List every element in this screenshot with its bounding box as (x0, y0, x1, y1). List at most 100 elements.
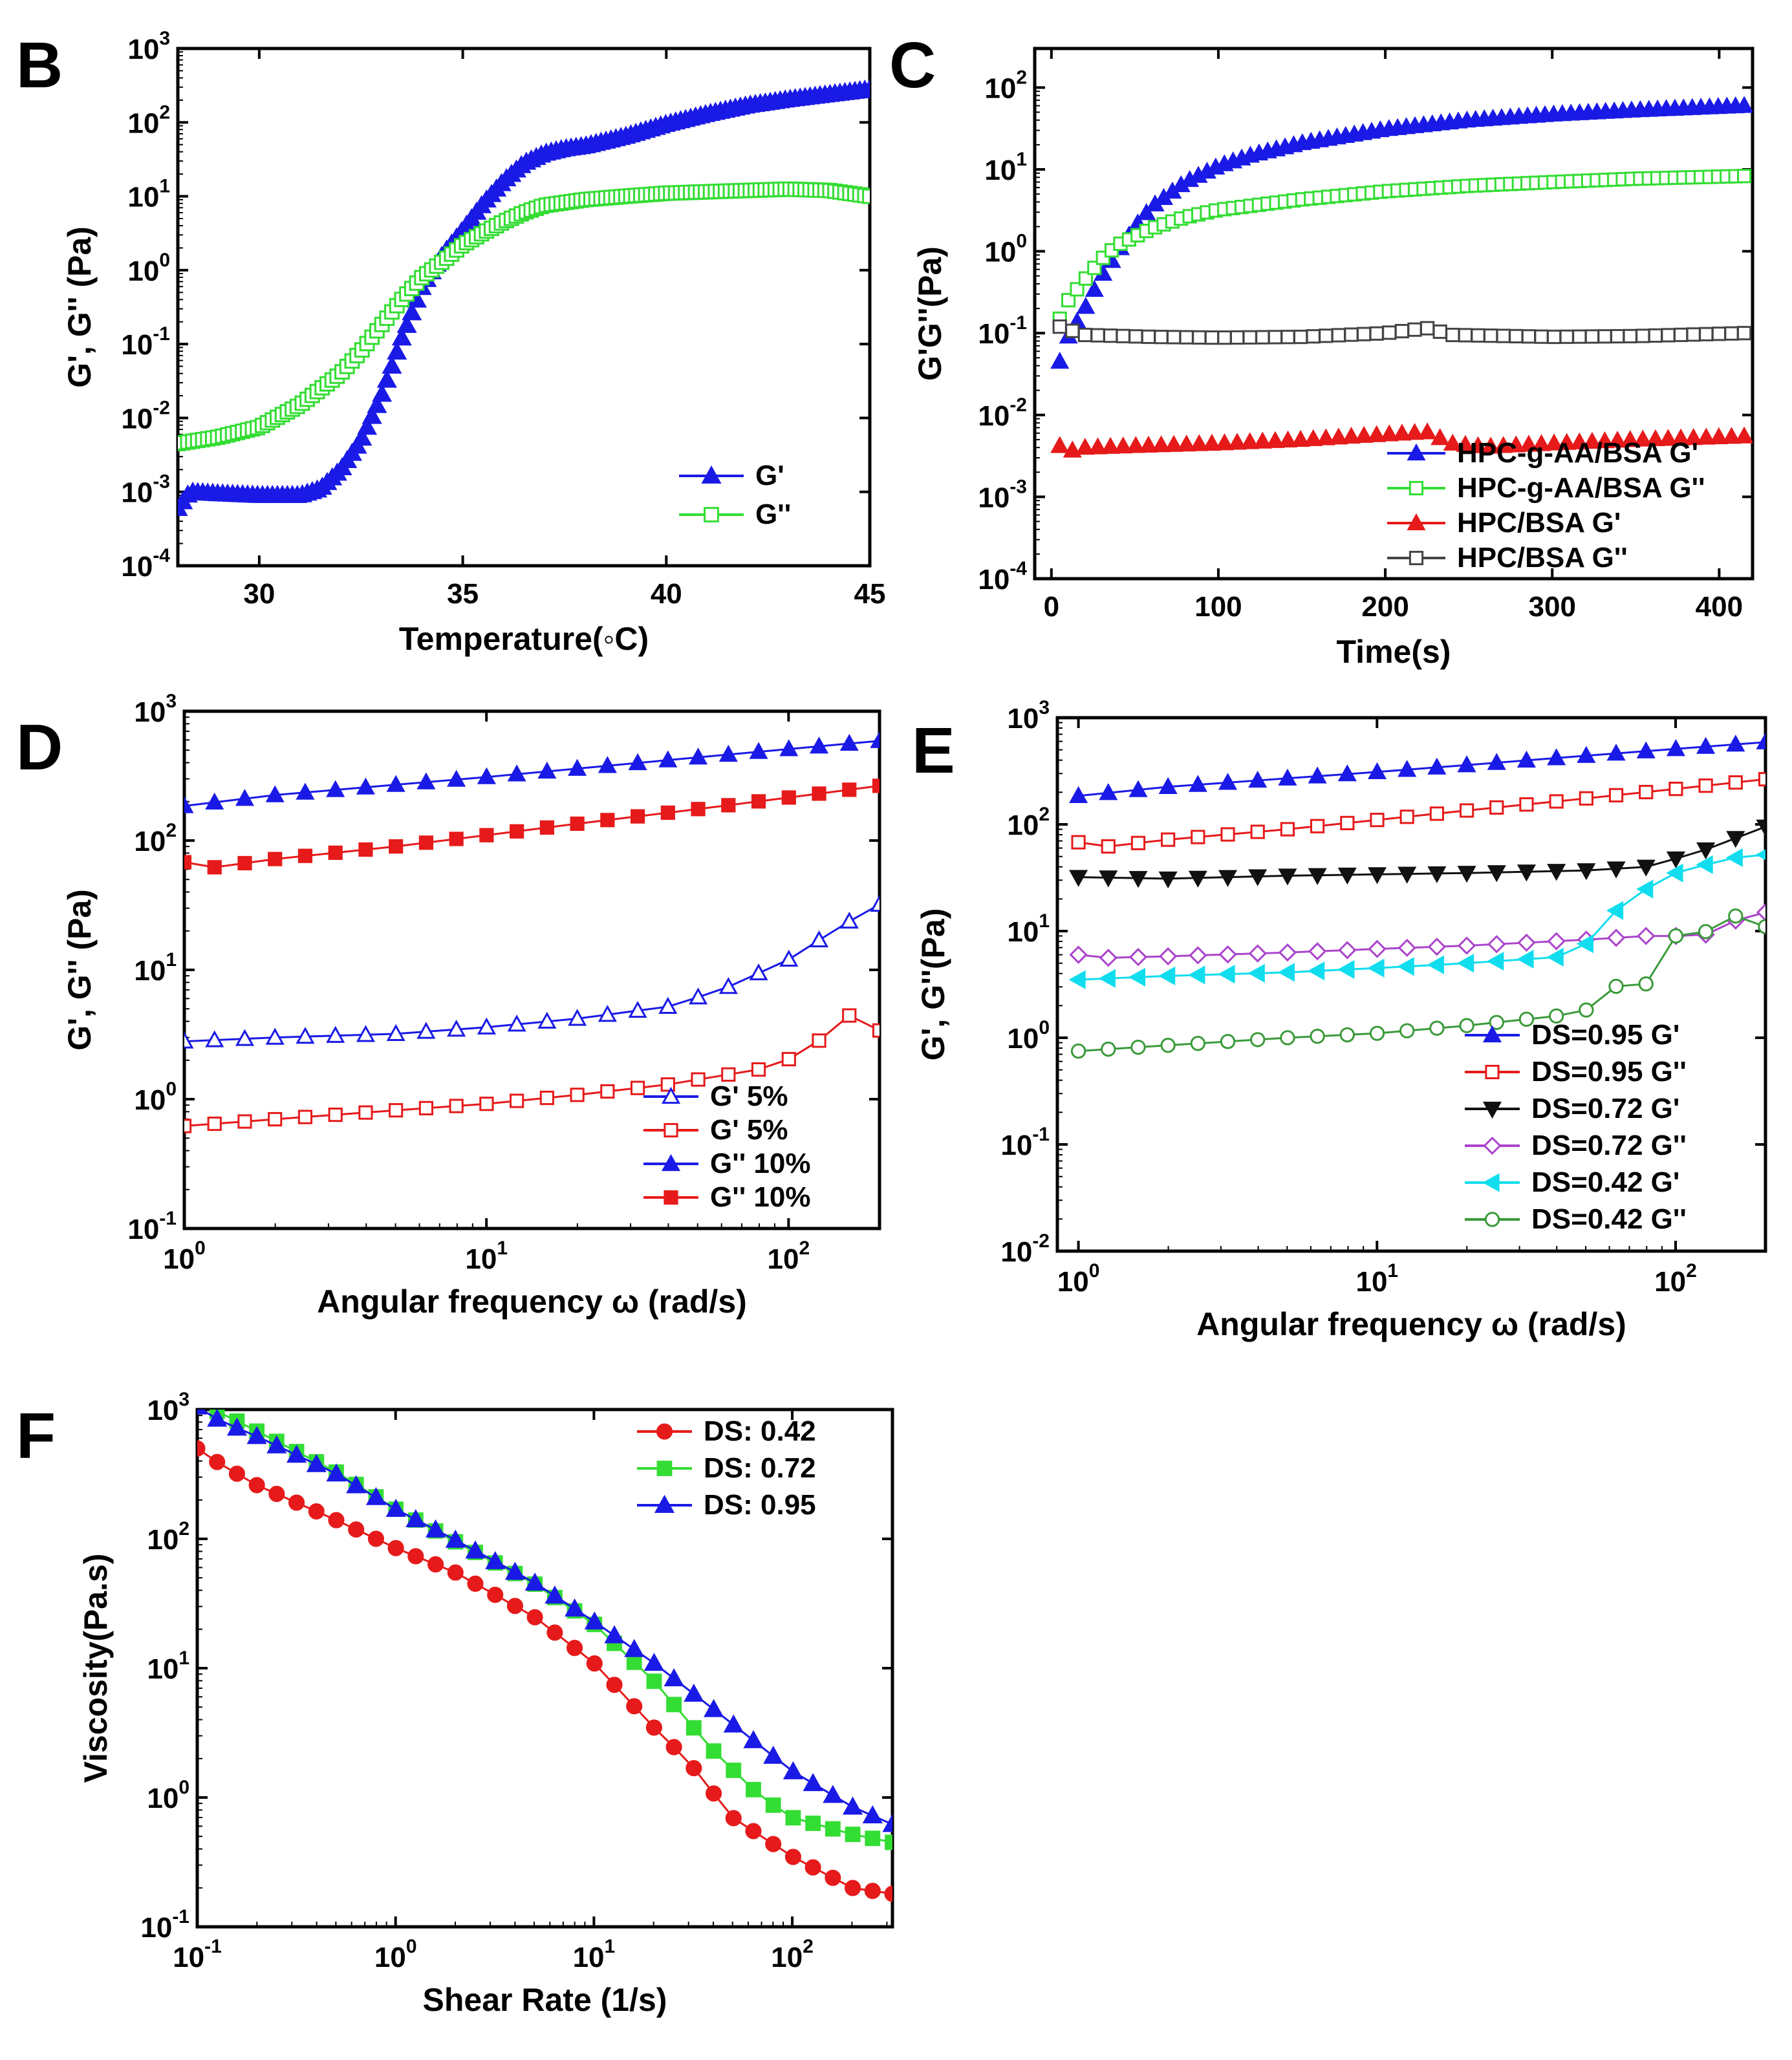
tick-exponent: 3 (166, 691, 177, 712)
tick-exponent: 1 (166, 949, 177, 971)
data-marker (1227, 433, 1247, 450)
series-2 (184, 731, 880, 813)
data-marker (1099, 783, 1118, 800)
data-marker (1481, 436, 1500, 454)
data-marker (1242, 330, 1257, 345)
data-marker (1250, 824, 1265, 839)
data-marker (1547, 932, 1566, 950)
data-marker (405, 1508, 426, 1527)
data-marker (1398, 866, 1417, 884)
data-marker (386, 775, 405, 792)
data-marker (779, 739, 799, 756)
data-marker (1671, 428, 1690, 445)
data-marker (845, 1827, 861, 1842)
data-marker (1220, 1034, 1236, 1049)
data-marker (382, 355, 402, 374)
data-marker (1456, 954, 1474, 973)
data-marker (1399, 810, 1414, 824)
data-marker (352, 427, 372, 446)
data-marker (661, 1153, 681, 1172)
data-marker (1070, 1043, 1086, 1059)
data-marker (658, 996, 678, 1014)
data-marker (1722, 427, 1742, 444)
series-0 (184, 894, 880, 1049)
data-marker (1069, 786, 1088, 804)
x-tick-label: 100 (374, 1936, 417, 1973)
data-marker (864, 1882, 881, 1900)
panel-label: D (16, 711, 63, 784)
data-marker (356, 416, 378, 435)
data-marker (763, 1745, 784, 1764)
y-tick-label: 101 (127, 176, 170, 213)
legend-label: DS=0.72 G'' (1531, 1130, 1687, 1161)
data-marker (885, 1834, 892, 1851)
tick-base: 10 (984, 72, 1016, 104)
y-tick-label: 10-4 (121, 545, 170, 583)
data-marker (268, 1485, 285, 1503)
data-marker (1369, 326, 1384, 341)
tick-exponent: -4 (1009, 558, 1027, 579)
data-marker (1077, 327, 1093, 343)
plot-area (178, 79, 870, 516)
series-0 (1069, 732, 1765, 804)
legend-entry: G'' 10% (643, 1148, 810, 1179)
data-marker (1218, 773, 1238, 790)
tick-base: 10 (978, 564, 1009, 595)
data-marker (718, 977, 738, 994)
data-marker (1052, 319, 1067, 334)
data-marker (1429, 1020, 1445, 1036)
data-marker (1164, 435, 1183, 452)
tick-exponent: 0 (406, 1936, 417, 1957)
y-tick-label: 100 (127, 250, 170, 287)
data-marker (839, 911, 859, 929)
data-marker (1177, 435, 1196, 452)
data-marker (426, 1519, 446, 1538)
data-marker (297, 848, 313, 863)
data-marker (248, 1477, 265, 1494)
tick-base: 10 (140, 1912, 172, 1944)
plot-frame (176, 47, 872, 568)
data-marker (510, 1093, 524, 1108)
data-marker (704, 507, 719, 522)
data-marker (1367, 425, 1387, 442)
data-marker (1637, 927, 1656, 945)
x-tick-label: 400 (1696, 591, 1743, 623)
data-marker (1709, 427, 1729, 444)
tick-base: 10 (121, 477, 153, 509)
data-marker (205, 792, 224, 810)
tick-exponent: 1 (497, 1238, 508, 1259)
data-marker (1459, 1018, 1474, 1033)
tick-base: 10 (1007, 1023, 1039, 1055)
data-marker (197, 1410, 208, 1415)
data-marker (1482, 1025, 1502, 1043)
data-marker (1192, 330, 1207, 345)
data-marker (1099, 870, 1118, 888)
data-marker (1308, 868, 1327, 885)
data-marker (570, 1088, 585, 1102)
data-marker (1698, 778, 1713, 793)
data-marker (626, 1654, 642, 1670)
data-marker (1268, 330, 1283, 345)
data-marker (1661, 328, 1676, 343)
data-marker (1696, 736, 1716, 754)
plot-frame (1055, 716, 1767, 1253)
tick-base: 10 (1007, 916, 1039, 948)
data-marker (812, 786, 826, 801)
data-marker (1666, 739, 1685, 756)
data-marker (1521, 329, 1537, 344)
tick-exponent: -2 (1032, 1230, 1050, 1252)
data-marker (427, 1556, 444, 1573)
data-marker (1098, 969, 1116, 988)
data-marker (1636, 741, 1656, 758)
plot-frame (1033, 47, 1754, 581)
x-tick-label: 40 (651, 578, 682, 610)
y-tick-label: 101 (134, 949, 177, 987)
data-marker (510, 824, 524, 839)
data-marker (743, 1730, 764, 1748)
plot-area (1050, 96, 1753, 458)
data-marker (1519, 435, 1538, 452)
y-tick-label: 100 (134, 1078, 177, 1116)
data-marker (326, 780, 345, 797)
data-marker (721, 1067, 736, 1082)
